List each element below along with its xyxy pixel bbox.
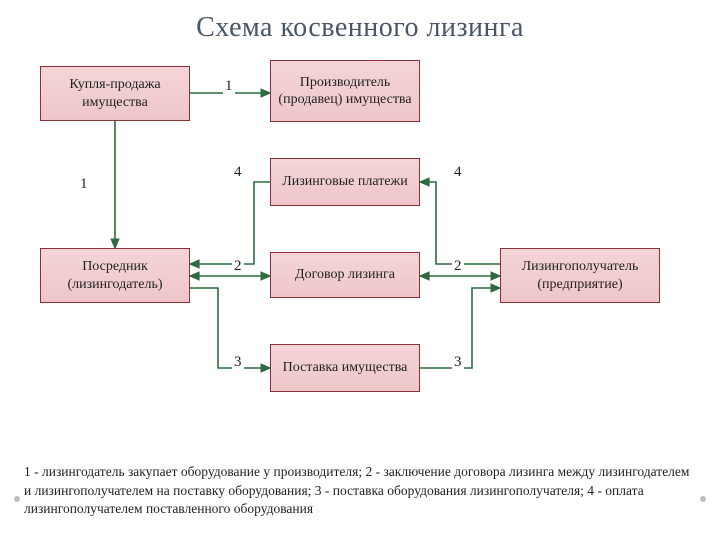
node-leasing-payments: Лизинговые платежи — [270, 158, 420, 206]
edge-label-3b: 3 — [452, 354, 464, 371]
node-label: Купля-продажа имущества — [47, 76, 183, 111]
node-label: Договор лизинга — [295, 266, 395, 284]
edge-label-1a: 1 — [223, 78, 235, 95]
node-label: Лизинговые платежи — [282, 173, 407, 191]
edge-label-3a: 3 — [232, 354, 244, 371]
node-lessee: Лизингополучатель (предприятие) — [500, 248, 660, 303]
node-label: Поставка имущества — [283, 359, 408, 377]
page-title: Схема косвенного лизинга — [0, 0, 720, 48]
edge-label-2b: 2 — [452, 258, 464, 275]
node-intermediary: Посредник (лизингодатель) — [40, 248, 190, 303]
edge-label-4b: 4 — [452, 164, 464, 181]
node-label: Посредник (лизингодатель) — [47, 258, 183, 293]
diagram-canvas: Купля-продажа имущества Производитель (п… — [0, 48, 720, 448]
edge-label-2a: 2 — [232, 258, 244, 275]
edge-label-1b: 1 — [78, 176, 90, 193]
node-delivery: Поставка имущества — [270, 344, 420, 392]
node-purchase-sale: Купля-продажа имущества — [40, 66, 190, 121]
caption-text: 1 - лизингодатель закупает оборудование … — [24, 463, 696, 518]
node-manufacturer: Производитель (продавец) имущества — [270, 60, 420, 122]
edge-label-4a: 4 — [232, 164, 244, 181]
node-label: Лизингополучатель (предприятие) — [507, 258, 653, 293]
decorative-dot-right — [700, 496, 706, 502]
node-label: Производитель (продавец) имущества — [277, 74, 413, 109]
node-leasing-contract: Договор лизинга — [270, 252, 420, 298]
decorative-dot-left — [14, 496, 20, 502]
